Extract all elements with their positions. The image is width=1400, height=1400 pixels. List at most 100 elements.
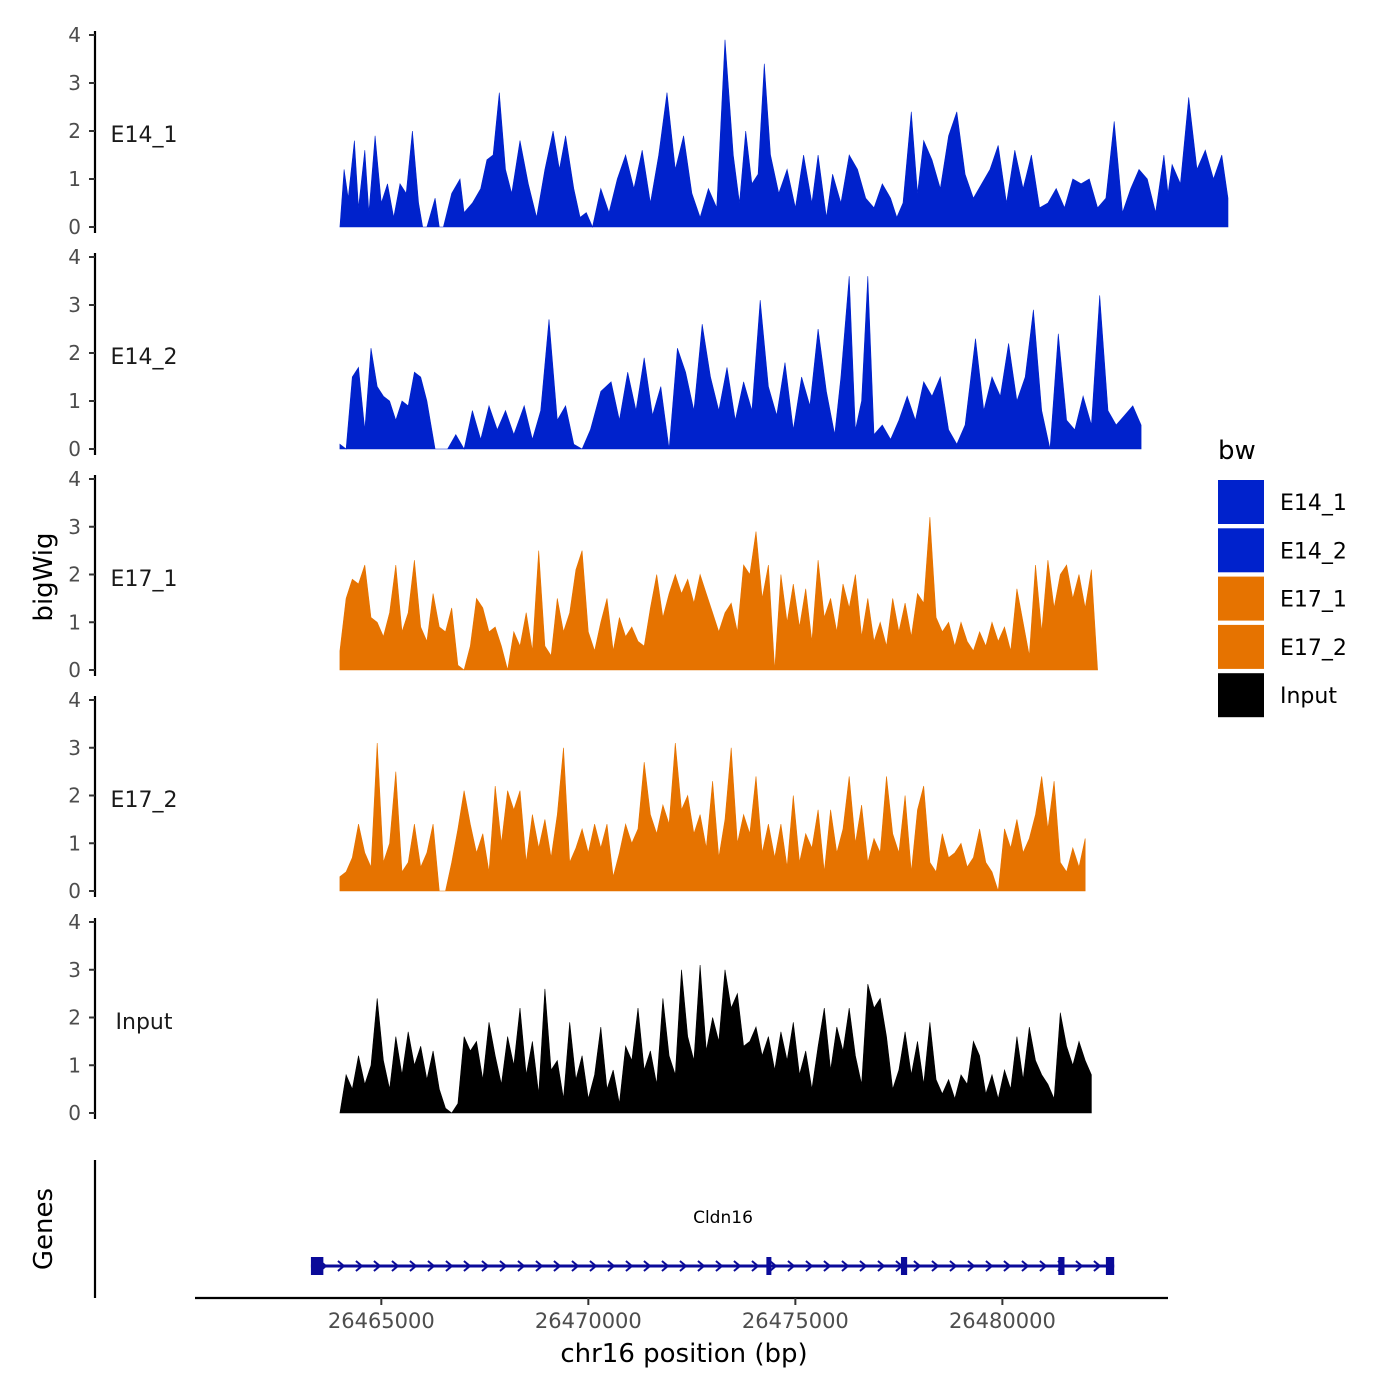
y-tick-label: 0 (68, 1101, 81, 1125)
coverage-area (339, 517, 1098, 671)
strand-arrow (949, 1260, 958, 1272)
y-tick-label: 1 (68, 610, 81, 634)
strand-arrow (985, 1260, 994, 1272)
strand-arrow (697, 1260, 706, 1272)
x-axis: 26465000 26470000 26475000 26480000 (195, 1296, 1168, 1333)
y-tick-label: 2 (68, 563, 81, 587)
strand-arrow (679, 1260, 688, 1272)
strand-arrow (805, 1260, 814, 1272)
genes-label: Genes (29, 1188, 59, 1270)
gene-exon (1105, 1257, 1115, 1275)
strand-arrow (1039, 1260, 1048, 1272)
track-label: Input (116, 1010, 173, 1035)
legend-entry-label: E14_2 (1280, 539, 1347, 564)
y-tick-label: 0 (68, 879, 81, 903)
strand-arrow (1003, 1260, 1012, 1272)
strand-arrow (427, 1260, 436, 1272)
y-tick-label: 4 (68, 910, 81, 934)
track-label: E17_1 (111, 567, 178, 592)
y-tick-label: 2 (68, 784, 81, 808)
track-panels: 0 1 2 3 4 E14_1 0 1 2 3 4 E14_2 0 1 2 3 4 E17_1 0 1 2 3 4 E17_2… (68, 23, 1229, 1125)
strand-arrow (1075, 1260, 1084, 1272)
x-tick-label: 26465000 (328, 1309, 435, 1333)
strand-arrow (517, 1260, 526, 1272)
strand-arrow (355, 1260, 364, 1272)
coverage-area (339, 964, 1092, 1114)
track-e14-1: 0 1 2 3 4 E14_1 (68, 23, 1229, 239)
legend-swatch (1218, 673, 1264, 718)
legend-entry-label: E14_1 (1280, 491, 1347, 516)
y-tick-label: 1 (68, 831, 81, 855)
strand-arrow (589, 1260, 598, 1272)
y-tick-label: 1 (68, 389, 81, 413)
gene-name: Cldn16 (693, 1208, 753, 1228)
strand-arrow (967, 1260, 976, 1272)
strand-arrow (751, 1260, 760, 1272)
y-tick-label: 2 (68, 119, 81, 143)
y-tick-label: 0 (68, 215, 81, 239)
strand-arrow (481, 1260, 490, 1272)
legend-swatch (1218, 528, 1264, 573)
strand-arrow (409, 1260, 418, 1272)
y-tick-label: 4 (68, 688, 81, 712)
strand-arrow (733, 1260, 742, 1272)
legend-swatch (1218, 576, 1264, 621)
y-tick-label: 2 (68, 1006, 81, 1030)
strand-arrow (1021, 1260, 1030, 1272)
x-axis-label: chr16 position (bp) (560, 1339, 807, 1369)
strand-arrow (841, 1260, 850, 1272)
strand-arrow (391, 1260, 400, 1272)
strand-arrow (571, 1260, 580, 1272)
strand-arrow (715, 1260, 724, 1272)
legend-entry-label: E17_1 (1280, 588, 1347, 613)
y-tick-label: 3 (68, 293, 81, 317)
track-label: E14_1 (111, 123, 178, 148)
coverage-area (339, 742, 1086, 892)
strand-arrow (859, 1260, 868, 1272)
strand-arrow (463, 1260, 472, 1272)
track-input: 0 1 2 3 4 Input (68, 910, 1092, 1125)
gene-panel: Genes Cldn16 (29, 1160, 1115, 1298)
strand-arrow (499, 1260, 508, 1272)
x-tick-label: 26475000 (742, 1309, 849, 1333)
legend-entry-label: Input (1280, 684, 1337, 709)
y-tick-label: 0 (68, 437, 81, 461)
gene-exon (766, 1257, 772, 1275)
strand-arrow (787, 1260, 796, 1272)
y-tick-label: 3 (68, 958, 81, 982)
y-tick-label: 3 (68, 515, 81, 539)
x-tick-label: 26470000 (535, 1309, 642, 1333)
legend: bw E14_1 E14_2 E17_1 E17_2 Input (1218, 436, 1347, 718)
strand-arrow (373, 1260, 382, 1272)
strand-arrow (625, 1260, 634, 1272)
track-e17-2: 0 1 2 3 4 E17_2 (68, 688, 1086, 903)
strand-arrow (913, 1260, 922, 1272)
y-tick-label: 2 (68, 341, 81, 365)
track-e17-1: 0 1 2 3 4 E17_1 (68, 467, 1098, 682)
strand-arrow (535, 1260, 544, 1272)
y-axis-label: bigWig (29, 532, 59, 621)
strand-arrow (769, 1260, 778, 1272)
y-tick-label: 1 (68, 1053, 81, 1077)
y-tick-label: 4 (68, 467, 81, 491)
y-tick-label: 0 (68, 658, 81, 682)
strand-arrow (553, 1260, 562, 1272)
strand-arrow (607, 1260, 616, 1272)
coverage-area (339, 276, 1142, 450)
gene-exon (900, 1257, 908, 1275)
y-tick-label: 4 (68, 245, 81, 269)
y-tick-label: 4 (68, 23, 81, 47)
y-tick-label: 3 (68, 71, 81, 95)
legend-swatch (1218, 624, 1264, 669)
strand-arrow (337, 1260, 346, 1272)
gene-exon (1058, 1257, 1065, 1275)
legend-swatch (1218, 480, 1264, 524)
strand-arrow (661, 1260, 670, 1272)
track-label: E14_2 (111, 345, 178, 370)
gene-exon (310, 1257, 324, 1275)
strand-arrow (823, 1260, 832, 1272)
coverage-area (339, 39, 1229, 228)
strand-arrow (643, 1260, 652, 1272)
track-e14-2: 0 1 2 3 4 E14_2 (68, 245, 1142, 461)
